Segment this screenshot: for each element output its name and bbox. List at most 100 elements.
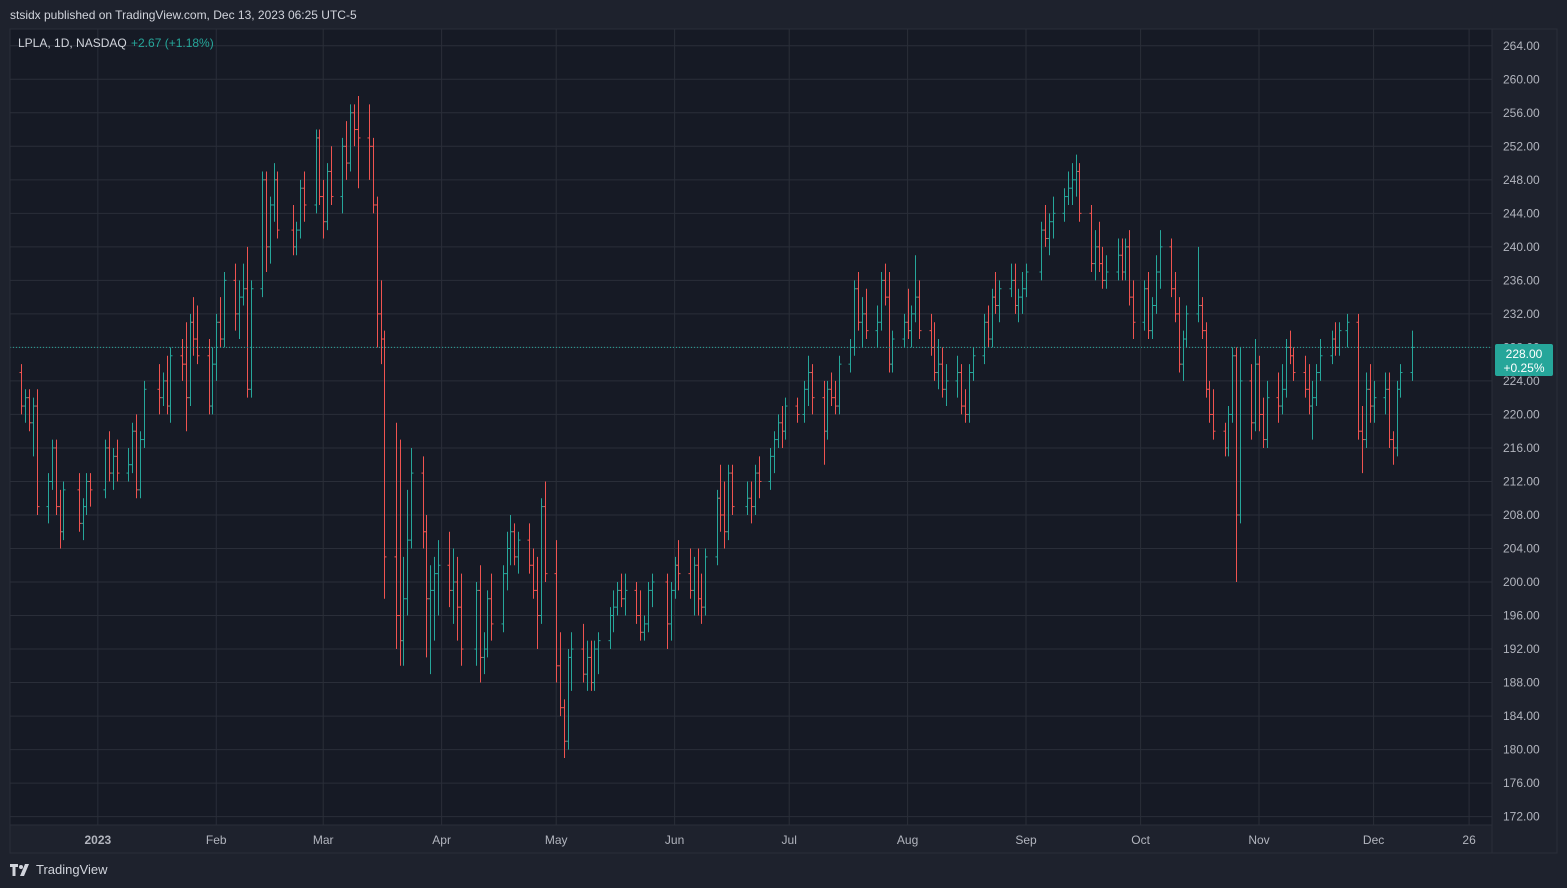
ohlc-bar xyxy=(340,137,345,214)
time-tick-label: Oct xyxy=(1131,833,1150,847)
ohlc-bar xyxy=(585,640,590,691)
ohlc-bar xyxy=(1387,372,1392,448)
ohlc-bar xyxy=(993,271,998,314)
publisher-header: stsidx published on TradingView.com, Dec… xyxy=(0,0,1567,30)
ohlc-bar xyxy=(1383,372,1388,415)
price-tick-label: 212.00 xyxy=(1503,474,1540,488)
ohlc-bar xyxy=(554,540,559,683)
price-change: +2.67 (+1.18%) xyxy=(131,36,214,50)
ohlc-bar xyxy=(1173,271,1178,323)
ohlc-bar xyxy=(1158,230,1163,289)
price-tick-label: 244.00 xyxy=(1503,206,1540,220)
ohlc-bar xyxy=(46,473,51,524)
ohlc-bar xyxy=(650,573,655,608)
ohlc-bar xyxy=(592,640,597,691)
ohlc-bar xyxy=(638,590,643,641)
ohlc-bar xyxy=(474,582,479,666)
ohlc-bar xyxy=(424,514,429,658)
price-tick-label: 172.00 xyxy=(1503,810,1540,824)
time-tick-label: Apr xyxy=(432,833,451,847)
ohlc-bar xyxy=(1020,271,1025,314)
ohlc-bar xyxy=(875,305,880,348)
ohlc-bar xyxy=(195,305,200,365)
ohlc-bar xyxy=(1070,163,1075,205)
ohlc-bar xyxy=(367,104,372,180)
ohlc-bar xyxy=(1310,380,1315,440)
ohlc-bar xyxy=(126,447,131,482)
ohlc-bar xyxy=(103,439,108,499)
ohlc-bar xyxy=(61,481,66,541)
ohlc-bar xyxy=(157,364,162,415)
ohlc-bar xyxy=(1280,364,1285,415)
ohlc-bar xyxy=(703,548,708,616)
ohlc-bar xyxy=(1093,230,1098,281)
ohlc-bar xyxy=(971,347,976,381)
ohlc-bar xyxy=(1207,380,1212,423)
ohlc-bar xyxy=(783,397,788,440)
time-tick-label: Nov xyxy=(1248,833,1269,847)
ohlc-bar xyxy=(699,573,704,624)
ohlc-bar xyxy=(1062,188,1067,222)
ohlc-bar xyxy=(325,163,330,231)
ohlc-bar xyxy=(539,498,544,624)
ohlc-bar xyxy=(963,389,968,423)
ohlc-bar xyxy=(913,255,918,323)
ohlc-bar xyxy=(134,414,139,499)
tradingview-logo[interactable]: TradingView xyxy=(10,862,108,877)
symbol-title: LPLA, 1D, NASDAQ xyxy=(18,36,127,50)
ohlc-bar xyxy=(940,347,945,398)
ohlc-bar xyxy=(1291,347,1296,381)
ohlc-bar xyxy=(646,582,651,633)
ohlc-bar xyxy=(329,146,334,205)
price-axis[interactable]: 172.00 176.00 180.00 184.00 188.00 192.00 196.… xyxy=(1503,39,1540,824)
ohlc-bar xyxy=(233,263,238,331)
time-axis[interactable]: 2023 Feb Mar Apr May Jun Jul Aug Sep Oct Nov Dec 26 xyxy=(84,833,1476,847)
time-tick-label: Sep xyxy=(1015,833,1037,847)
ohlc-bar xyxy=(1123,238,1128,281)
ohlc-bar xyxy=(611,590,616,633)
ohlc-bar xyxy=(833,380,838,415)
ohlc-bar xyxy=(1253,339,1258,432)
ohlc-bar xyxy=(1100,246,1105,289)
ohlc-bar xyxy=(428,565,433,675)
ohlc-bar xyxy=(31,397,36,457)
ohlc-bar xyxy=(944,364,949,407)
ohlc-bar xyxy=(485,590,490,658)
ohlc-bar xyxy=(883,263,888,306)
ohlc-bar xyxy=(382,330,387,599)
ohlc-bar xyxy=(1016,288,1021,323)
ohlc-bar xyxy=(1211,389,1216,440)
ohlc-bar xyxy=(558,632,563,717)
ohlc-bar xyxy=(1257,355,1262,432)
ohlc-bar xyxy=(802,380,807,423)
ohlc-bar xyxy=(997,280,1002,323)
plot-area[interactable] xyxy=(10,29,1492,825)
ohlc-bar xyxy=(810,364,815,415)
ohlc-bar xyxy=(856,271,861,331)
ohlc-bar xyxy=(982,313,987,365)
ohlc-bar xyxy=(1131,280,1136,340)
ohlc-bar xyxy=(401,556,406,666)
ohlc-bar xyxy=(245,246,250,398)
ohlc-bar xyxy=(535,556,540,650)
ohlc-bar xyxy=(317,129,322,205)
ohlc-bar xyxy=(432,556,437,641)
time-tick-label: Feb xyxy=(206,833,227,847)
ohlc-bar xyxy=(115,439,120,482)
price-tick-label: 264.00 xyxy=(1503,39,1540,53)
ohlc-bar xyxy=(776,414,781,448)
ohlc-bar xyxy=(772,431,777,474)
ohlc-bar xyxy=(237,280,242,340)
ohlc-bar xyxy=(986,305,991,348)
ohlc-bar xyxy=(688,548,693,599)
ohlc-bar xyxy=(130,422,135,474)
ohlc-bar xyxy=(241,263,246,306)
ohlc-bar xyxy=(436,540,441,616)
chart-frame xyxy=(9,28,1558,854)
ohlc-bar xyxy=(757,456,762,499)
ohlc-bar xyxy=(501,565,506,633)
ohlc-bar xyxy=(455,556,460,641)
ohlc-bar xyxy=(142,380,147,448)
ohlc-bar xyxy=(1265,380,1270,448)
